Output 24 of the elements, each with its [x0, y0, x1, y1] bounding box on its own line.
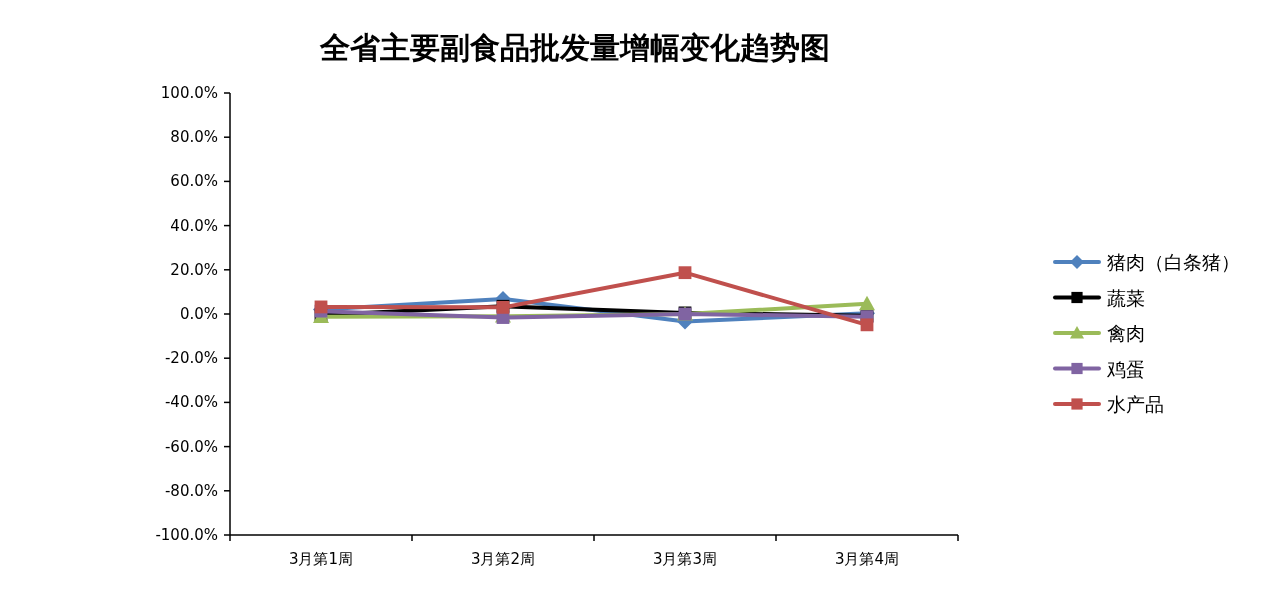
point	[678, 266, 692, 280]
legend-label: 水产品	[1107, 393, 1164, 415]
x-tick-label: 3月第3周	[652, 550, 718, 568]
y-tick-label: -60.0%	[164, 437, 218, 456]
legend-label: 蔬菜	[1107, 286, 1145, 309]
x-tick-label: 3月第4周	[834, 550, 900, 568]
legend-label: 禽肉	[1107, 322, 1145, 344]
x-tick-label: 3月第1周	[288, 550, 354, 568]
chart-title: 全省主要副食品批发量增幅变化趋势图	[319, 30, 830, 65]
x-tick-label: 3月第2周	[470, 550, 536, 568]
y-tick-label: 100.0%	[160, 84, 218, 102]
point	[860, 318, 874, 332]
y-tick-label: 40.0%	[170, 216, 218, 235]
y-tick-label: 20.0%	[170, 260, 218, 279]
y-tick-label: 60.0%	[170, 172, 218, 191]
y-tick-label: -20.0%	[164, 349, 218, 368]
y-tick-label: 0.0%	[179, 305, 218, 323]
y-tick-label: 80.0%	[170, 128, 218, 147]
y-tick-label: -80.0%	[164, 481, 218, 500]
legend-label: 鸡蛋	[1106, 357, 1145, 380]
point	[859, 295, 875, 311]
y-tick-label: -40.0%	[164, 393, 218, 412]
y-tick-label: -100.0%	[155, 526, 218, 544]
legend-label: 猪肉（白条猪）	[1107, 251, 1240, 273]
